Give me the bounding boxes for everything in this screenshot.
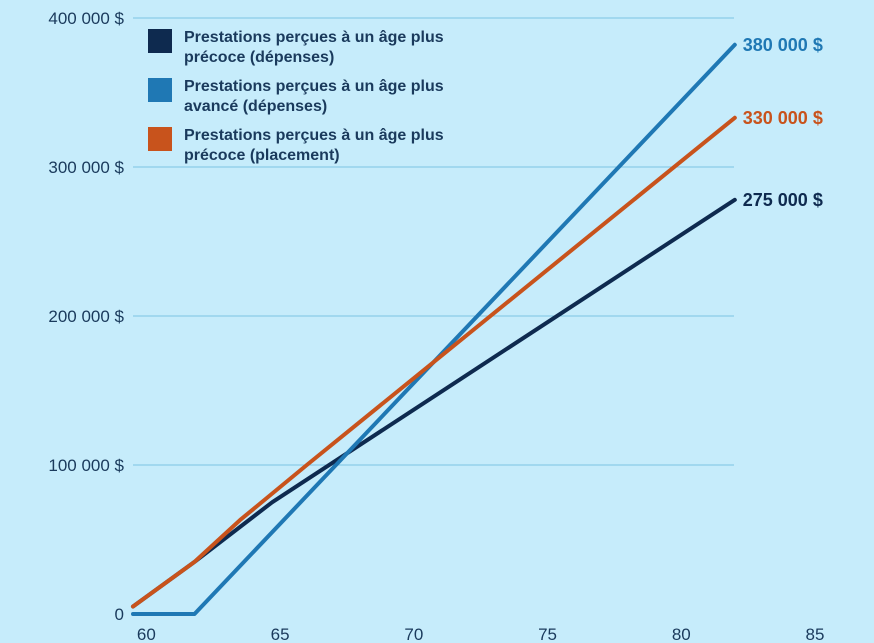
legend-label: Prestations perçues à un âge plus précoc… [184,127,444,164]
y-tick-label: 400 000 $ [48,9,124,28]
x-tick-label: 75 [538,625,557,643]
legend-label: Prestations perçues à un âge plus avancé… [184,78,444,115]
legend-item: Prestations perçues à un âge plus précoc… [148,28,474,68]
x-tick-label: 65 [271,625,290,643]
legend-swatch [148,29,172,53]
y-tick-label: 100 000 $ [48,456,124,475]
legend-swatch [148,78,172,102]
x-tick-label: 60 [137,625,156,643]
y-tick-label: 0 [115,605,124,624]
series-end-label: 380 000 $ [743,35,823,55]
series-end-label: 275 000 $ [743,190,823,210]
legend-item: Prestations perçues à un âge plus précoc… [148,126,474,166]
series-line [131,42,737,616]
end-value-labels: 275 000 $ 380 000 $ 330 000 $ [743,35,823,210]
legend: Prestations perçues à un âge plus précoc… [148,28,474,175]
y-tick-label: 300 000 $ [48,158,124,177]
x-tick-label: 80 [672,625,691,643]
legend-label: Prestations perçues à un âge plus précoc… [184,29,444,66]
legend-item: Prestations perçues à un âge plus avancé… [148,77,474,117]
legend-swatch [148,127,172,151]
series-line [131,197,737,609]
x-tick-label: 85 [806,625,825,643]
series-lines [131,42,737,616]
gridlines [133,17,734,466]
y-tick-label: 200 000 $ [48,307,124,326]
axis-tick-labels: 0 100 000 $ 200 000 $ 300 000 $ 400 000 $ 60 6… [48,9,824,643]
series-end-label: 330 000 $ [743,108,823,128]
series-line [131,115,737,609]
x-tick-label: 70 [404,625,423,643]
